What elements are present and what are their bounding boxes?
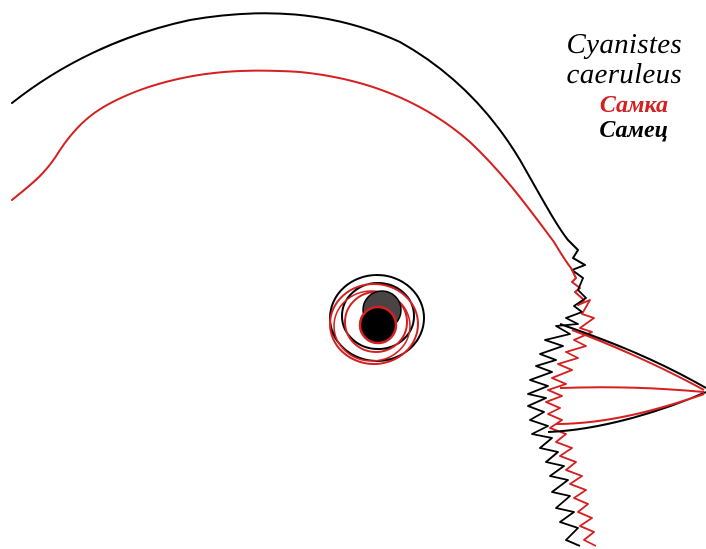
female-beak-commissure: [559, 386, 705, 393]
male-crown-outline: [11, 12, 586, 279]
pupil: [358, 305, 398, 345]
male-eye-ring-inner: [341, 282, 415, 350]
male-beak-upper: [559, 323, 706, 389]
legend: Cyanistes caeruleus Самка Самец: [492, 28, 682, 143]
female-beak-lower: [555, 393, 705, 425]
female-legend-label: Самка: [599, 92, 668, 118]
female-feather-edge: [545, 299, 597, 547]
female-beak-upper: [571, 329, 705, 391]
female-crown-outline: [11, 69, 585, 306]
female-eye-ring-mid: [333, 290, 411, 362]
male-beak-lower: [547, 391, 706, 433]
species-name-epithet: caeruleus: [566, 58, 682, 90]
male-legend-label: Самец: [599, 117, 668, 143]
male-feather-edge: [527, 277, 587, 547]
eye: [329, 274, 425, 365]
species-name-genus: Cyanistes: [566, 28, 682, 60]
female-eye-ring-outer: [329, 283, 419, 365]
